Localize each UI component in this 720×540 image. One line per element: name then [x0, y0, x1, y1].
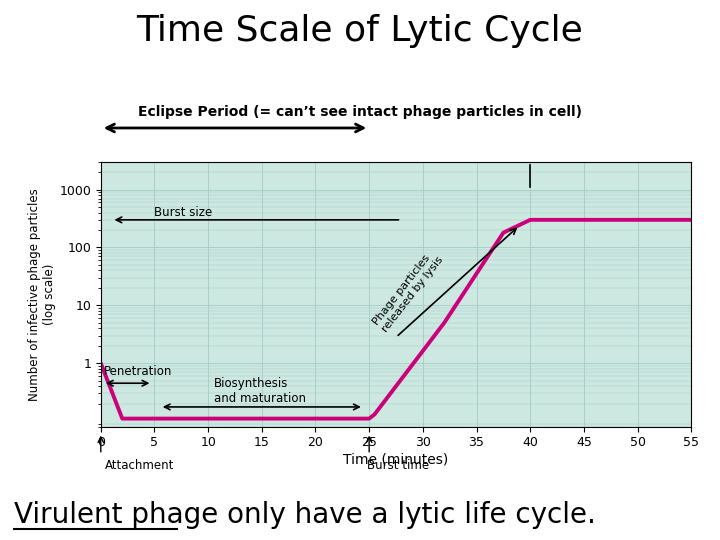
Text: Penetration: Penetration	[104, 365, 172, 378]
Text: Time Scale of Lytic Cycle: Time Scale of Lytic Cycle	[137, 14, 583, 48]
Text: Eclipse Period (= can’t see intact phage particles in cell): Eclipse Period (= can’t see intact phage…	[138, 105, 582, 119]
Text: Burst time: Burst time	[367, 459, 429, 472]
Text: Attachment: Attachment	[105, 459, 174, 472]
Text: Burst size: Burst size	[155, 206, 212, 219]
Y-axis label: Number of infective phage particles
(log scale): Number of infective phage particles (log…	[28, 188, 56, 401]
X-axis label: Time (minutes): Time (minutes)	[343, 452, 449, 466]
Text: Phage particles
released by lysis: Phage particles released by lysis	[372, 247, 446, 334]
Text: Biosynthesis
and maturation: Biosynthesis and maturation	[214, 377, 305, 405]
Text: Virulent phage only have a lytic life cycle.: Virulent phage only have a lytic life cy…	[14, 501, 596, 529]
